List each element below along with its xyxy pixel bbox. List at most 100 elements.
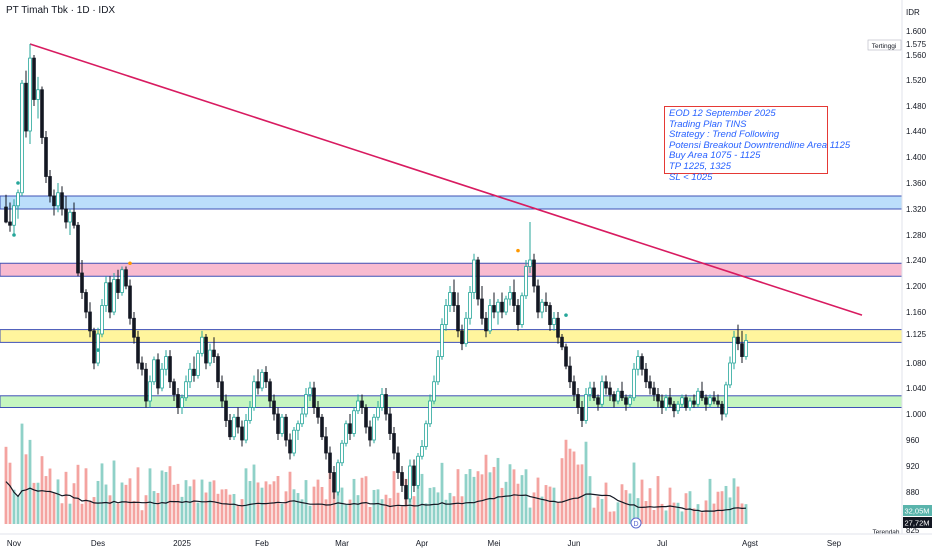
candle-body [740, 343, 744, 357]
signal-dot [12, 233, 16, 237]
volume-bar [428, 487, 432, 524]
candle-body [508, 292, 512, 300]
volume-bar [176, 483, 180, 524]
volume-bar [612, 511, 616, 524]
pink-zone [0, 262, 903, 277]
volume-bar [264, 481, 268, 524]
time-tick-label: Agst [742, 539, 759, 548]
candle-body [560, 336, 564, 348]
volume-bar [608, 511, 612, 524]
price-tick-label: 1.240 [906, 256, 927, 265]
volume-bar [160, 470, 164, 524]
candle-body [664, 397, 668, 408]
candle-layer [4, 44, 748, 506]
ma-layer [5, 481, 747, 513]
candle-body [72, 211, 76, 226]
candle-body [744, 340, 748, 357]
candle-body [332, 472, 336, 493]
candle-body [472, 259, 476, 293]
volume-bar [172, 484, 176, 524]
volume-bar [652, 510, 656, 524]
currency-label: IDR [906, 8, 920, 17]
price-tick-label: 880 [906, 488, 920, 497]
candle-body [388, 413, 392, 434]
volume-bar [520, 475, 524, 524]
price-tick-label: 1.125 [906, 330, 927, 339]
price-tick-label: 1.080 [906, 359, 927, 368]
volume-bar [324, 499, 328, 524]
candle-body [428, 400, 432, 425]
signal-dot [128, 261, 132, 266]
volume-bar [580, 464, 584, 524]
candle-body [644, 368, 648, 383]
volume-bar [516, 483, 520, 524]
candle-body [56, 192, 60, 207]
candle-body [308, 387, 312, 395]
candle-body [484, 317, 488, 332]
candle-body [424, 423, 428, 447]
candle-body [8, 221, 12, 226]
candle-body [312, 387, 316, 408]
candle-body [336, 462, 340, 493]
candle-body [132, 317, 136, 338]
volume-bar [728, 497, 732, 524]
volume-bar [724, 485, 728, 524]
note-line-tp: TP 1225, 1325 [669, 160, 731, 172]
volume-bar [100, 463, 104, 524]
volume-bar [480, 474, 484, 524]
candle-body [460, 330, 464, 345]
volume-bar [304, 480, 308, 524]
candle-body [20, 82, 24, 194]
volume-bar [576, 464, 580, 524]
candle-body [184, 381, 188, 399]
time-tick-label: Jun [568, 539, 581, 548]
candle-body [580, 407, 584, 421]
candle-body [304, 394, 308, 415]
candle-body [36, 89, 40, 100]
candle-body [608, 387, 612, 395]
candle-body [588, 387, 592, 395]
volume-bar [356, 495, 360, 524]
volume-bar [228, 494, 232, 524]
candle-body [176, 394, 180, 408]
volume-bar [236, 505, 240, 524]
candle-body [264, 371, 268, 383]
time-tick-label: Apr [416, 539, 429, 548]
candle-body [88, 311, 92, 332]
candle-body [360, 400, 364, 408]
time-tick-label: Feb [255, 539, 269, 548]
volume-bar [188, 486, 192, 524]
candle-body [212, 349, 216, 357]
candle-body [4, 206, 8, 223]
volume-bar [332, 480, 336, 524]
candle-body [528, 259, 532, 267]
volume-bar [696, 504, 700, 524]
candle-body [116, 279, 120, 293]
candle-body [532, 259, 536, 287]
candle-body [324, 436, 328, 454]
volume-bar [704, 500, 708, 524]
candle-body [572, 381, 576, 395]
candle-body [492, 305, 496, 313]
candle-body [188, 368, 192, 383]
volume-bar [108, 495, 112, 524]
time-tick-label: 2025 [173, 539, 191, 548]
volume-bar [112, 460, 116, 524]
trading-plan-note[interactable]: EOD 12 September 2025 Trading Plan TINS … [664, 106, 850, 182]
candle-body [348, 423, 352, 434]
downtrend-line [29, 43, 863, 316]
volume-bar [432, 487, 436, 524]
volume-bar [380, 499, 384, 524]
volume-badge [903, 505, 932, 516]
candle-body [504, 298, 508, 313]
candle-body [104, 282, 108, 306]
candle-body [236, 416, 240, 428]
volume-bar [48, 468, 52, 524]
volume-bar [296, 493, 300, 524]
candle-body [404, 485, 408, 500]
volume-bar [600, 498, 604, 524]
volume-bar [472, 476, 476, 524]
